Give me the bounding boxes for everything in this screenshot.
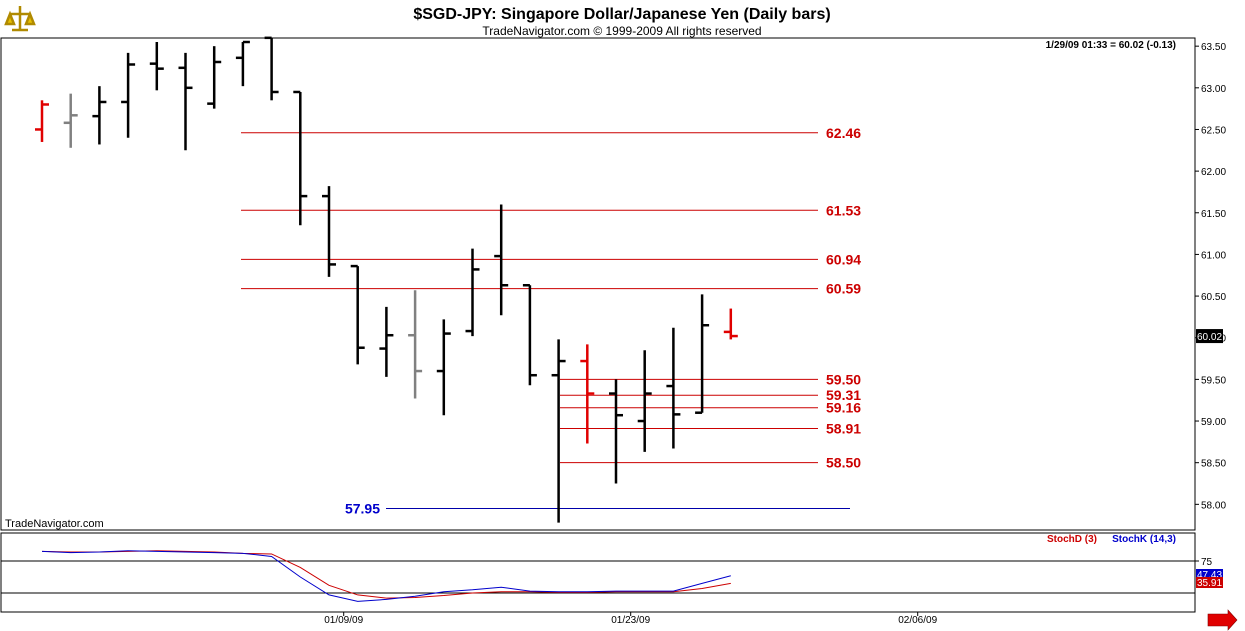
ohlc-bar — [178, 52, 193, 151]
ohlc-bar — [149, 42, 164, 91]
ohlc-bar — [293, 90, 308, 226]
level-label: 57.95 — [345, 501, 380, 517]
current-price-box — [1196, 329, 1223, 344]
ohlc-bar — [494, 204, 509, 316]
arrow-right-icon[interactable] — [1207, 609, 1238, 631]
ohlc-bar — [92, 86, 107, 145]
ohlc-bar — [522, 283, 537, 386]
price-tick-label: 62.00 — [1201, 167, 1226, 178]
level-label: 59.31 — [826, 387, 861, 403]
current-price-label: 60.02 — [1197, 332, 1222, 343]
price-panel — [0, 37, 1196, 531]
stoch-value-box — [1196, 569, 1223, 580]
stoch-lines — [1, 550, 1195, 602]
level-label: 58.91 — [826, 421, 861, 437]
watermark: TradeNavigator.com — [5, 518, 104, 530]
date-tick-label: 01/23/09 — [611, 615, 650, 626]
price-tick-label: 59.00 — [1201, 417, 1226, 428]
quote-readout: 1/29/09 01:33 = 60.02 (-0.13) — [1046, 40, 1176, 51]
ohlc-bar — [465, 248, 480, 337]
price-tick-label: 62.50 — [1201, 125, 1226, 136]
ohlc-bar — [235, 40, 250, 87]
price-tick-label: 61.50 — [1201, 209, 1226, 220]
level-label: 60.59 — [826, 281, 861, 297]
level-label: 60.94 — [826, 251, 861, 267]
stoch-tick-label: 75 — [1201, 557, 1213, 568]
logo-icon — [3, 2, 38, 36]
ohlc-bar — [436, 319, 451, 416]
level-label: 59.50 — [826, 371, 861, 387]
price-tick-label: 63.50 — [1201, 42, 1226, 53]
ohlc-bar — [408, 290, 423, 399]
stoch-value-box — [1196, 577, 1223, 588]
ohlc-bar — [637, 350, 652, 452]
ohlc-bar — [580, 344, 595, 444]
ohlc-bar — [609, 379, 623, 484]
ohlc-bar — [723, 308, 738, 340]
ohlc-bar — [551, 339, 566, 523]
price-bars — [35, 36, 738, 523]
level-label: 62.46 — [826, 125, 861, 141]
price-tick-label: 63.00 — [1201, 84, 1226, 95]
ohlc-bar — [121, 52, 136, 138]
stoch-d-legend: StochD (3) — [1047, 534, 1097, 545]
price-axis: 63.5063.0062.5062.0061.5061.0060.5060.00… — [1195, 42, 1226, 511]
level-label: 59.16 — [826, 400, 861, 416]
date-axis: 01/09/09 01/23/09 02/06/09 — [324, 612, 938, 626]
stoch-series-line — [41, 550, 731, 602]
price-tick-label: 58.50 — [1201, 459, 1226, 470]
level-label: 58.50 — [826, 455, 861, 471]
price-tick-label: 61.00 — [1201, 250, 1226, 261]
ohlc-bar — [350, 264, 365, 365]
price-tick-label: 59.50 — [1201, 375, 1226, 386]
ohlc-bar — [35, 100, 49, 142]
ohlc-bar — [207, 46, 222, 109]
stoch-value-label: 47.43 — [1197, 570, 1222, 581]
price-tick-label: 60.50 — [1201, 292, 1226, 303]
chart-subtitle: TradeNavigator.com © 1999-2009 All right… — [482, 24, 761, 38]
stoch-value-label: 35.91 — [1197, 578, 1222, 589]
price-tick-label: 58.00 — [1201, 500, 1226, 511]
ohlc-bar — [63, 93, 78, 148]
stoch-panel — [0, 532, 1196, 613]
ohlc-bar — [264, 36, 279, 101]
ohlc-bar — [322, 186, 336, 277]
date-tick-label: 02/06/09 — [898, 615, 937, 626]
ohlc-bar — [379, 306, 394, 377]
chart-title: $SGD-JPY: Singapore Dollar/Japanese Yen … — [413, 6, 830, 23]
level-label: 61.53 — [826, 202, 861, 218]
stoch-series-line — [41, 550, 731, 599]
stoch-k-legend: StochK (14,3) — [1112, 534, 1176, 545]
date-tick-label: 01/09/09 — [324, 615, 363, 626]
ohlc-bar — [695, 294, 710, 414]
ohlc-bar — [666, 327, 681, 449]
